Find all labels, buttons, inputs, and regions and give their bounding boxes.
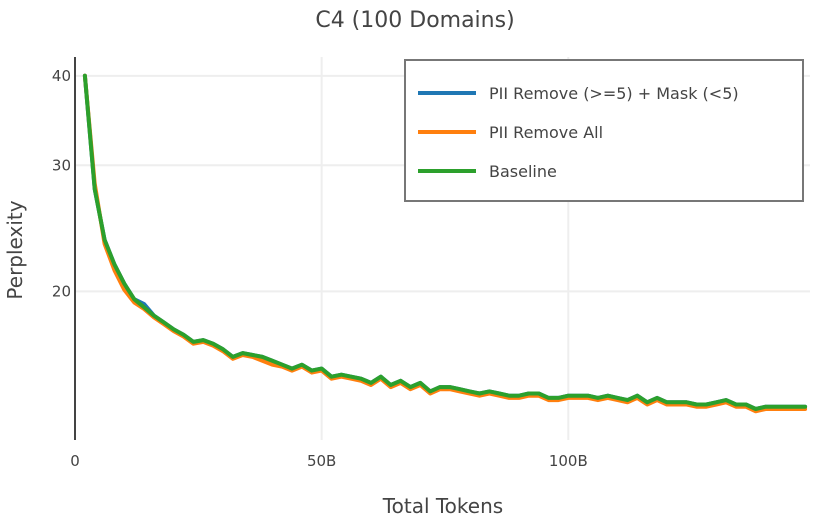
- legend-item[interactable]: PII Remove (>=5) + Mask (<5): [418, 84, 739, 103]
- y-tick-label: 20: [52, 282, 71, 300]
- legend-label: PII Remove (>=5) + Mask (<5): [489, 84, 739, 103]
- legend-item[interactable]: PII Remove All: [418, 123, 603, 142]
- legend-item[interactable]: Baseline: [418, 162, 557, 181]
- chart-title: C4 (100 Domains): [315, 8, 514, 33]
- series-line-3: [82, 73, 808, 411]
- y-axis-title: Perplexity: [3, 200, 27, 299]
- x-axis-ticks: 0 50B 100B: [70, 452, 588, 470]
- series-layer: [82, 73, 808, 414]
- x-tick-label: 100B: [549, 452, 588, 470]
- x-axis-title: Total Tokens: [382, 494, 503, 518]
- legend[interactable]: PII Remove (>=5) + Mask (<5) PII Remove A…: [404, 59, 804, 202]
- legend-label: PII Remove All: [489, 123, 603, 142]
- x-tick-label: 0: [70, 452, 80, 470]
- x-tick-label: 50B: [307, 452, 336, 470]
- y-tick-label: 30: [52, 156, 71, 174]
- legend-label: Baseline: [489, 162, 557, 181]
- y-tick-label: 40: [52, 67, 71, 85]
- y-axis-ticks: 20 30 40: [52, 67, 71, 301]
